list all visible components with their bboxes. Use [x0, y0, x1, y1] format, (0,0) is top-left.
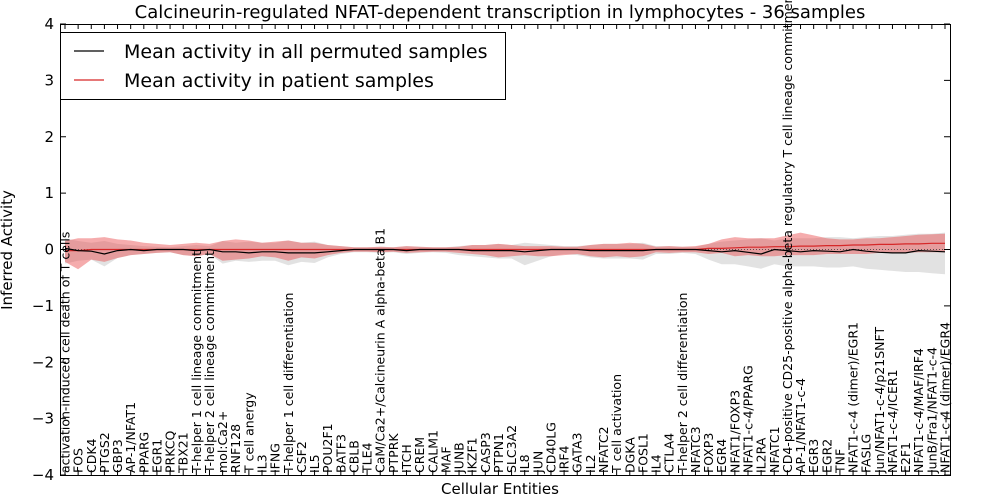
y-tick-label: −3	[32, 410, 54, 428]
x-tick-label: NFAT1-c-4/MAF/IRF4	[911, 348, 926, 473]
x-tick-label: T-helper 2 cell differentiation	[675, 293, 690, 474]
x-tick-label: PTPRK	[386, 433, 401, 473]
x-tick-label: CALM1	[425, 430, 440, 473]
x-tick-label: NFATC2	[596, 426, 611, 473]
x-tick-label: IL2	[583, 454, 598, 473]
x-tick-label: CD40LG	[544, 422, 559, 473]
x-tick-label: DGKA	[622, 437, 637, 473]
x-tick-label: T cell anergy	[241, 392, 256, 474]
x-tick-label: FOS	[71, 448, 86, 473]
legend-label-permuted: Mean activity in all permuted samples	[124, 41, 487, 63]
x-tick-label: EGR4	[714, 439, 729, 473]
x-axis-label: Cellular Entities	[441, 480, 559, 498]
x-tick-label: NFATC3	[688, 426, 703, 473]
x-tick-label: IL3	[255, 454, 270, 473]
x-tick-label: ITCH	[399, 444, 414, 473]
x-tick-label: AP-1/NFAT1	[123, 402, 138, 473]
x-tick-label: mol:Ca2+	[215, 411, 230, 473]
x-tick-label: T cell activation	[609, 374, 624, 474]
x-tick-label: NFAT1-c-4/PPARG	[741, 365, 756, 473]
x-tick-label: IL5	[307, 454, 322, 473]
x-tick-label: JunB/Fra1/NFAT1-c-4	[924, 347, 939, 474]
x-tick-label: IKZF1	[465, 437, 480, 473]
y-tick-label: 3	[44, 71, 54, 89]
legend: Mean activity in all permuted samples Me…	[60, 32, 506, 100]
x-tick-label: CDK4	[84, 438, 99, 473]
x-tick-label: E2F1	[898, 442, 913, 473]
x-tick-label: IL2RA	[754, 437, 769, 473]
series-lines	[60, 242, 950, 255]
x-tick-label: SLC3A2	[504, 425, 519, 473]
x-tick-label: NFATC1	[767, 426, 782, 473]
x-tick-label: activation-induced cell death of T cells	[58, 232, 73, 473]
legend-label-patient: Mean activity in patient samples	[124, 70, 434, 92]
x-tick-label: PPARG	[136, 432, 151, 473]
series-line-permuted	[64, 247, 946, 255]
x-tick-label: PTPN1	[491, 433, 506, 473]
y-axis-label: Inferred Activity	[0, 190, 16, 310]
x-tick-label: PRKCQ	[163, 431, 178, 473]
x-tick-label: TLE4	[360, 443, 375, 474]
x-tick-label: NFAT1-c-4 (dimer)/EGR1	[846, 322, 861, 473]
x-tick-label: EGR3	[806, 439, 821, 473]
x-tick-label: T-helper 1 cell differentiation	[281, 293, 296, 474]
x-tick-label: TNF	[832, 449, 847, 474]
y-tick-label: 0	[44, 241, 54, 259]
x-tick-label: Jun/NFAT1-c-4/p21SNFT	[872, 327, 887, 474]
x-tick-label: AP-1/NFAT1-c-4	[793, 378, 808, 473]
x-tick-label: CSF2	[294, 441, 309, 473]
x-tick-label: CD4-positive CD25-positive alpha-beta re…	[780, 0, 795, 473]
x-axis: activation-induced cell death of T cells…	[58, 0, 953, 475]
y-tick-label: −4	[32, 466, 54, 484]
x-tick-label: PTGS2	[97, 432, 112, 473]
y-axis: −4 −3 −2 −1 0 1 2 3 4	[32, 15, 950, 484]
x-tick-label: CASP3	[478, 432, 493, 473]
chart-title: Calcineurin-regulated NFAT-dependent tra…	[135, 2, 866, 23]
x-tick-label: CaM/Ca2+/Calcineurin A alpha-beta B1	[373, 228, 388, 473]
x-tick-label: TBX21	[176, 432, 191, 474]
x-tick-label: IL8	[517, 454, 532, 473]
x-tick-label: RNF128	[228, 424, 243, 473]
y-tick-label: 1	[44, 184, 54, 202]
x-tick-label: IFNG	[268, 443, 283, 473]
x-tick-label: T-helper 1 cell lineage commitment	[189, 251, 204, 474]
x-tick-label: MAF	[438, 446, 453, 473]
y-tick-label: −1	[32, 297, 54, 315]
x-tick-label: JUN	[530, 451, 545, 474]
series-band-permuted	[65, 232, 945, 275]
x-tick-label: FASLG	[859, 434, 874, 473]
x-tick-label: FOXP3	[701, 433, 716, 473]
y-tick-label: 4	[44, 15, 54, 33]
x-tick-label: EGR1	[149, 439, 164, 473]
x-tick-label: GBP3	[110, 439, 125, 473]
x-tick-label: POU2F1	[320, 423, 335, 473]
x-tick-label: NFAT1-c-4 (dimer)/EGR4	[938, 322, 953, 473]
y-tick-label: 2	[44, 128, 54, 146]
x-tick-label: CBLB	[347, 440, 362, 473]
x-tick-label: FOSL1	[635, 433, 650, 473]
x-tick-label: GATA3	[570, 433, 585, 473]
x-tick-label: IRF4	[557, 445, 572, 473]
x-tick-label: T-helper 2 cell lineage commitment	[202, 251, 217, 474]
x-tick-label: NFAT1/FOXP3	[727, 390, 742, 473]
x-tick-label: EGR2	[819, 439, 834, 473]
x-tick-label: CTLA4	[662, 433, 677, 473]
x-tick-label: NFAT1-c-4/ICER1	[885, 369, 900, 473]
y-tick-label: −2	[32, 353, 54, 371]
x-tick-label: JUNB	[452, 442, 467, 474]
x-tick-label: CREM	[412, 437, 427, 473]
x-tick-label: IL4	[649, 454, 664, 473]
legend-box	[60, 32, 506, 100]
x-tick-label: BATF3	[333, 434, 348, 473]
